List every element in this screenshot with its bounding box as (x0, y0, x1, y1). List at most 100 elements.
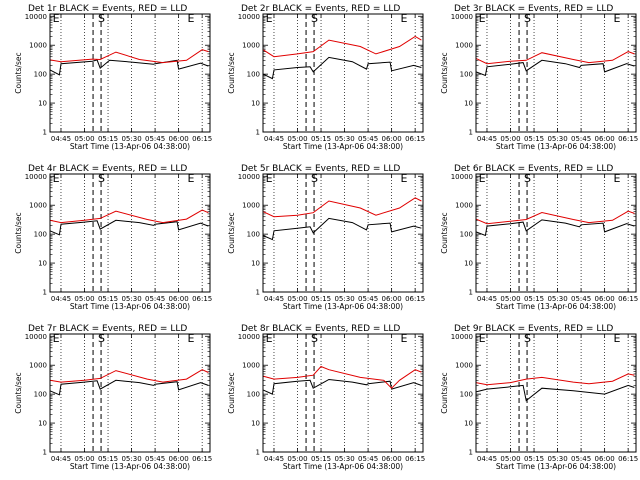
x-tick-label: 06:15 (192, 295, 212, 303)
y-tick-label: 1000 (242, 42, 260, 50)
x-tick-label: 05:00 (287, 295, 307, 303)
y-tick-label: 1000 (29, 362, 47, 370)
events-series-line (262, 217, 422, 241)
lld-series-line (262, 365, 422, 389)
y-tick-label: 10000 (25, 333, 47, 341)
event-marker-label: E (53, 332, 60, 345)
y-tick-label: 1000 (455, 42, 473, 50)
x-tick-label: 05:30 (547, 455, 567, 463)
x-tick-label: 04:45 (264, 295, 284, 303)
y-tick-label: 10 (464, 100, 473, 108)
y-tick-label: 1000 (242, 362, 260, 370)
panel-title: Det 5r BLACK = Events, RED = LLD (241, 164, 400, 174)
lld-series-line (49, 369, 209, 383)
x-tick-label: 05:45 (571, 295, 591, 303)
events-series-line (49, 59, 209, 76)
lld-series-line (475, 51, 635, 65)
y-axis-label: Counts/sec (440, 372, 449, 413)
y-tick-label: 10 (38, 420, 47, 428)
x-tick-label: 05:00 (74, 455, 94, 463)
y-tick-label: 1 (43, 289, 47, 297)
x-tick-label: 05:30 (121, 455, 141, 463)
x-tick-label: 05:45 (358, 295, 378, 303)
events-series-line (262, 56, 422, 80)
x-tick-label: 05:30 (334, 455, 354, 463)
y-tick-label: 10 (251, 100, 260, 108)
x-tick-label: 05:30 (334, 295, 354, 303)
lld-series-line (262, 197, 422, 218)
event-marker-label: E (187, 172, 194, 185)
event-marker-label: E (266, 332, 273, 345)
x-tick-label: 06:15 (618, 455, 638, 463)
x-axis-label: Start Time (13-Apr-06 04:38:00) (496, 142, 616, 151)
x-axis-label: Start Time (13-Apr-06 04:38:00) (283, 302, 403, 311)
lld-series-line (49, 209, 209, 224)
events-series-line (475, 219, 635, 237)
y-tick-label: 1 (43, 449, 47, 457)
y-axis-label: Counts/sec (14, 52, 23, 93)
x-tick-label: 05:45 (358, 455, 378, 463)
x-tick-label: 06:15 (192, 135, 212, 143)
y-axis-label: Counts/sec (227, 372, 236, 413)
x-tick-label: 06:00 (382, 135, 402, 143)
panel-title: Det 2r BLACK = Events, RED = LLD (241, 4, 400, 14)
y-tick-label: 10000 (451, 333, 473, 341)
x-tick-label: 05:30 (334, 135, 354, 143)
x-tick-label: 04:45 (51, 455, 71, 463)
x-tick-label: 05:30 (121, 135, 141, 143)
event-marker-label: E (479, 332, 486, 345)
x-tick-label: 05:15 (524, 135, 544, 143)
x-tick-label: 05:30 (121, 295, 141, 303)
event-marker-label: E (400, 12, 407, 25)
x-tick-label: 05:45 (358, 135, 378, 143)
event-marker-label: E (266, 172, 273, 185)
x-tick-label: 05:30 (547, 295, 567, 303)
x-tick-label: 05:45 (145, 135, 165, 143)
x-tick-label: 06:15 (192, 455, 212, 463)
plot-frame (262, 13, 424, 133)
lld-series-line (262, 35, 422, 58)
plot-frame (262, 173, 424, 293)
x-tick-label: 06:15 (618, 135, 638, 143)
y-tick-label: 1000 (29, 202, 47, 210)
x-tick-label: 06:00 (169, 455, 189, 463)
y-tick-label: 100 (247, 391, 260, 399)
panel-title: Det 6r BLACK = Events, RED = LLD (454, 164, 613, 174)
x-tick-label: 04:45 (264, 455, 284, 463)
y-tick-label: 100 (460, 391, 473, 399)
y-tick-label: 100 (34, 391, 47, 399)
x-tick-label: 05:00 (287, 455, 307, 463)
lld-series-line (475, 373, 635, 386)
event-marker-label: E (613, 172, 620, 185)
y-tick-label: 1 (256, 129, 260, 137)
x-tick-label: 05:15 (98, 135, 118, 143)
y-tick-label: 1000 (455, 362, 473, 370)
x-tick-label: 06:00 (382, 295, 402, 303)
x-tick-label: 04:45 (51, 135, 71, 143)
plot-frame (262, 333, 424, 453)
x-tick-label: 06:00 (595, 295, 615, 303)
y-axis-label: Counts/sec (14, 372, 23, 413)
y-axis-label: Counts/sec (227, 52, 236, 93)
x-tick-label: 05:15 (524, 295, 544, 303)
lld-series-line (49, 49, 209, 64)
y-tick-label: 1000 (242, 202, 260, 210)
y-tick-label: 1000 (29, 42, 47, 50)
y-tick-label: 10 (38, 260, 47, 268)
y-tick-label: 10 (251, 260, 260, 268)
x-tick-label: 06:15 (405, 135, 425, 143)
event-marker-label: E (187, 12, 194, 25)
y-axis-label: Counts/sec (227, 212, 236, 253)
x-tick-label: 05:15 (311, 295, 331, 303)
x-tick-label: 05:15 (98, 455, 118, 463)
x-tick-label: 05:15 (311, 135, 331, 143)
x-axis-label: Start Time (13-Apr-06 04:38:00) (283, 142, 403, 151)
x-tick-label: 06:15 (405, 295, 425, 303)
events-series-line (49, 219, 209, 236)
